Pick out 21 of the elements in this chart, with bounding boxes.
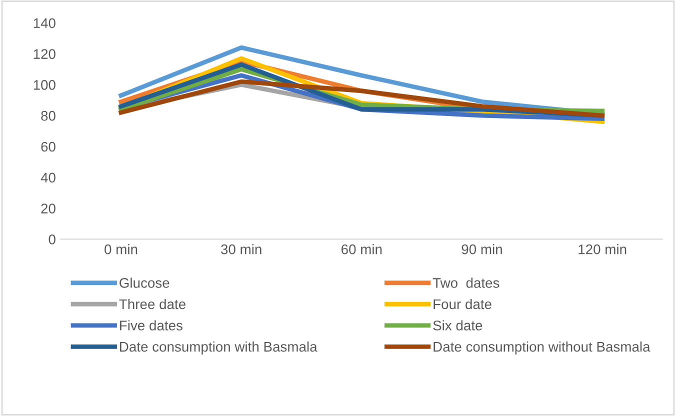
y-tick-label: 40	[40, 172, 56, 183]
y-tick-label: 0	[48, 234, 56, 244]
y-tick-label: 80	[41, 110, 56, 121]
x-tick-label: 120 min	[578, 244, 626, 254]
legend-label: Four date	[434, 298, 492, 310]
legend-label: Date consumption with Basmala	[120, 342, 318, 354]
legend-label: Two dates	[432, 278, 500, 288]
y-tick-label: 140	[34, 18, 56, 28]
y-tick-label: 100	[34, 80, 56, 90]
y-tick-label: 20	[41, 204, 56, 214]
y-tick-label: 60	[41, 142, 56, 152]
y-tick-label: 120	[34, 49, 56, 59]
x-tick-label: 30 min	[221, 244, 262, 254]
legend-label: Glucose	[120, 278, 170, 288]
legend-label: Six date	[433, 320, 482, 330]
legend-label: Three date	[119, 298, 186, 310]
x-tick-label: 90 min	[462, 244, 502, 254]
legend-label: Five dates	[120, 320, 182, 330]
x-tick-label: 60 min	[342, 244, 382, 254]
legend-label: Date consumption without Basmala	[434, 342, 650, 354]
x-tick-label: 0 min	[104, 244, 138, 254]
